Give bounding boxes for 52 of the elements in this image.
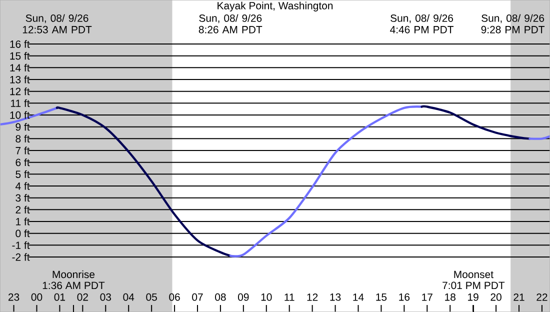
x-tick-label: 13 [330, 293, 341, 301]
annotation: Moonset [454, 270, 494, 278]
x-tick-label: 23 [8, 293, 20, 301]
y-tick-label: -2 ft [12, 253, 30, 261]
y-tick-label: 16 ft [10, 40, 30, 48]
x-tick-label: 09 [238, 293, 249, 301]
annotation: 1:36 AM PDT [42, 282, 105, 290]
x-tick-label: 20 [490, 293, 502, 301]
annotation: Sun, 08/ 9/26 8:26 AM PDT [198, 14, 262, 34]
y-tick-label: 7 ft [16, 146, 30, 154]
x-tick-label: 11 [284, 294, 294, 301]
x-tick-label: 01 [54, 293, 66, 301]
x-tick-label: 17 [422, 294, 432, 301]
x-tick-label: 08 [215, 293, 226, 301]
y-tick-label: 5 ft [16, 170, 30, 178]
x-tick-label: 03 [100, 293, 111, 301]
x-tick-label: 12 [307, 294, 318, 301]
y-tick-label: 9 ft [16, 123, 30, 131]
x-tick-label: 21 [514, 294, 524, 301]
y-tick-label: 10 ft [10, 111, 30, 119]
x-tick-label: 05 [146, 293, 157, 301]
annotation: 7:01 PM PDT [442, 282, 505, 290]
x-tick-label: 22 [536, 294, 548, 301]
x-tick-label: 19 [468, 293, 478, 301]
x-tick-label: 16 [399, 293, 410, 301]
y-tick-label: 12 ft [10, 88, 30, 96]
x-tick-label: 06 [169, 293, 180, 301]
x-tick-label: 15 [376, 294, 387, 301]
chart-title: Kayak Point, Washington [218, 2, 333, 12]
annotation: Sun, 08/ 9/26 12:53 AM PDT [22, 14, 92, 34]
y-tick-label: 11 ft [11, 99, 30, 107]
annotation: Sun, 08/ 9/26 9:28 PM PDT [481, 14, 545, 34]
y-tick-label: 8 ft [16, 134, 30, 143]
x-tick-label: 00 [31, 293, 42, 301]
y-tick-label: 14 ft [10, 64, 30, 72]
annotation: Moonrise [52, 270, 95, 278]
x-tick-label: 07 [192, 293, 203, 301]
y-tick-label: -1 ft [12, 241, 30, 249]
y-tick-label: 4 ft [16, 182, 30, 190]
y-tick-label: 0 ft [16, 229, 30, 238]
y-tick-label: 6 ft [16, 158, 30, 166]
x-tick-label: 10 [261, 293, 272, 301]
y-tick-label: 13 ft [10, 76, 30, 84]
y-tick-label: 15 ft [10, 52, 30, 60]
x-tick-label: 18 [445, 293, 456, 301]
x-tick-label: 02 [77, 293, 88, 301]
x-tick-label: 14 [353, 294, 364, 301]
y-tick-label: 3 ft [16, 194, 30, 202]
x-tick-label: 04 [123, 293, 134, 301]
y-tick-label: 1 ft [16, 218, 30, 226]
annotation: Sun, 08/ 9/26 4:46 PM PDT [390, 14, 454, 34]
y-tick-label: 2 ft [16, 206, 30, 214]
